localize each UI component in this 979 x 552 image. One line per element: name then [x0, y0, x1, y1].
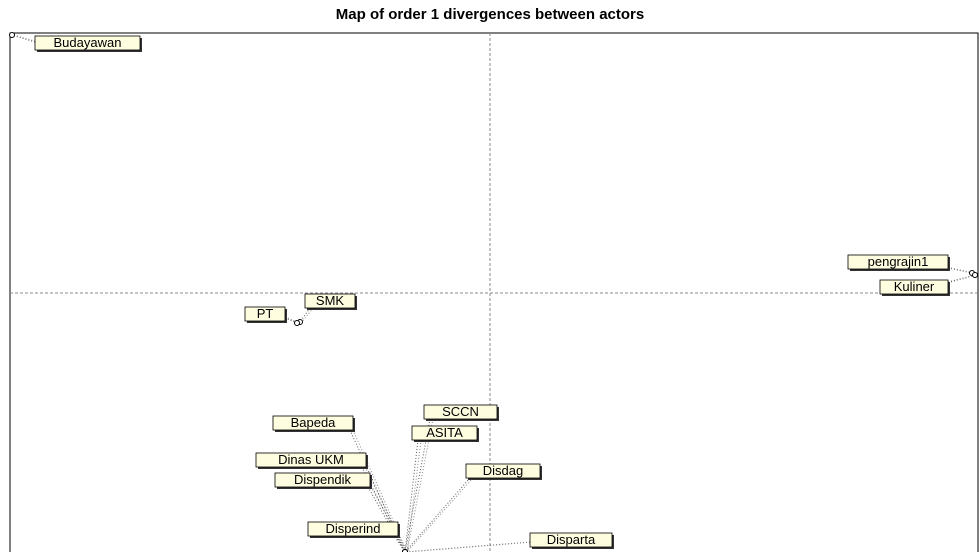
- label-box: [411, 425, 478, 441]
- link-line: [11, 34, 36, 43]
- label-box: [307, 521, 399, 537]
- link-line: [284, 317, 298, 324]
- link-line: [301, 307, 314, 323]
- label-box: [34, 35, 141, 51]
- label-box: [255, 452, 367, 468]
- link-line: [367, 486, 406, 552]
- actor-point: [972, 272, 978, 278]
- actor-label: Disperind: [326, 521, 381, 536]
- label-box: [529, 532, 613, 548]
- actor-label: pengrajin1: [868, 254, 929, 269]
- actor-point: [9, 32, 15, 38]
- actor-point: [294, 320, 300, 326]
- link-line: [947, 274, 976, 283]
- actor-label: Disparta: [547, 532, 596, 547]
- actor-label: Bapeda: [291, 415, 337, 430]
- actor-label: SCCN: [442, 404, 479, 419]
- label-box: [244, 306, 286, 322]
- link-line: [370, 486, 408, 552]
- actor-point: [402, 549, 408, 552]
- actor-label: Dispendik: [294, 472, 352, 487]
- label-box: [423, 404, 498, 420]
- label-box: [304, 293, 356, 309]
- label-box: [847, 254, 949, 270]
- link-line: [287, 317, 300, 324]
- actor-label: Budayawan: [54, 35, 122, 50]
- link-line: [404, 477, 471, 552]
- actor-label: SMK: [316, 293, 345, 308]
- plot-frame: [9, 32, 979, 552]
- label-box: [274, 472, 371, 488]
- actor-label: PT: [257, 306, 274, 321]
- actor-label: Disdag: [483, 463, 523, 478]
- link-line: [13, 34, 39, 43]
- actor-label: Kuliner: [894, 279, 935, 294]
- label-box: [465, 463, 541, 479]
- link-line: [406, 439, 422, 552]
- label-box: [272, 415, 354, 431]
- actor-label: ASITA: [426, 425, 463, 440]
- actor-label: Dinas UKM: [278, 452, 344, 467]
- link-line: [394, 536, 406, 552]
- label-box: [879, 279, 949, 295]
- link-line: [404, 439, 419, 552]
- link-line: [406, 541, 534, 552]
- link-line: [950, 267, 975, 274]
- link-line: [947, 267, 973, 274]
- link-line: [406, 477, 474, 552]
- chart-title: Map of order 1 divergences between actor…: [336, 6, 644, 23]
